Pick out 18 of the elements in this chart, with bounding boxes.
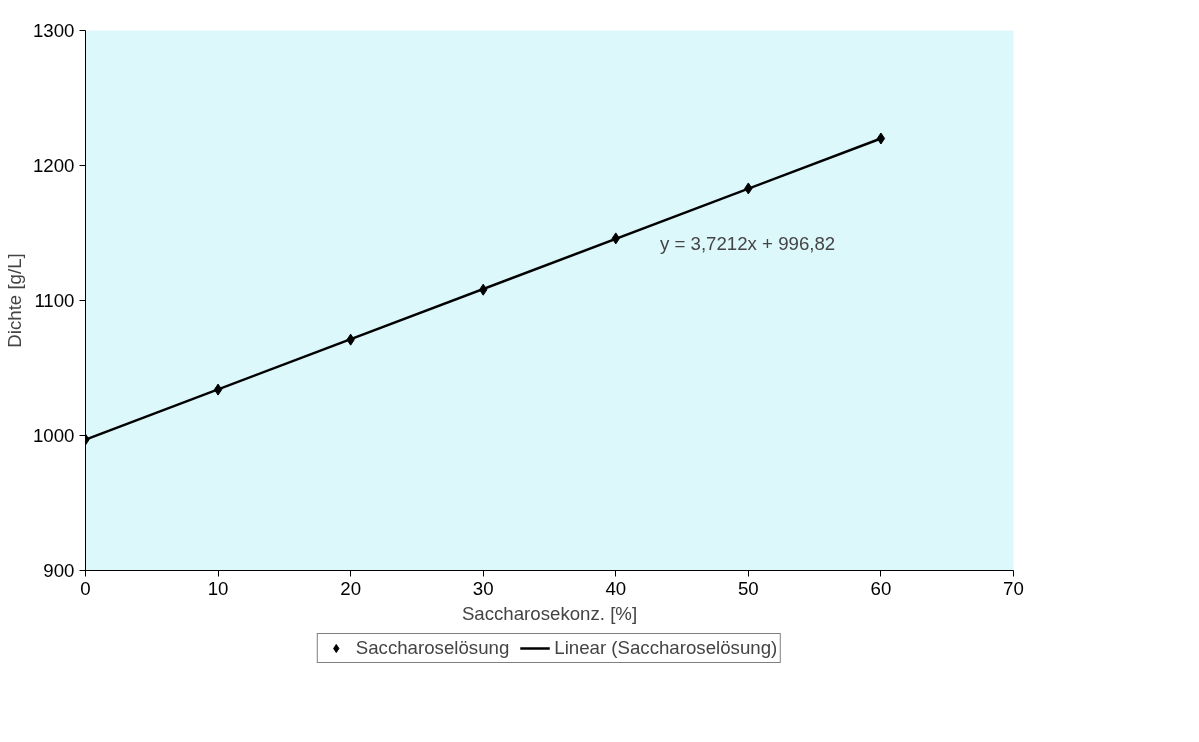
- y-tick-label: 1200: [33, 155, 75, 176]
- y-tick-label: 900: [43, 560, 75, 581]
- x-tick-label: 20: [340, 577, 362, 599]
- legend-label: Saccharoselösung: [355, 637, 510, 659]
- y-tick-label: 1300: [33, 20, 75, 41]
- y-tick-label: 1000: [33, 425, 75, 446]
- x-tick-label: 30: [472, 577, 494, 599]
- x-tick-label: 40: [605, 577, 627, 599]
- x-tick-label: 0: [80, 577, 91, 599]
- x-tick-label: 10: [207, 577, 229, 599]
- x-axis-title: Saccharosekonz. [%]: [461, 602, 638, 624]
- x-tick-label: 60: [870, 577, 892, 599]
- y-tick-label: 1100: [34, 290, 75, 311]
- y-axis-title: Dichte [g/L]: [4, 253, 25, 348]
- x-tick-label: 70: [1003, 577, 1024, 599]
- annotation: y = 3,7212x + 996,82: [659, 233, 836, 255]
- x-tick-label: 50: [737, 577, 759, 599]
- legend-label: Linear (Saccharoselösung): [554, 637, 778, 659]
